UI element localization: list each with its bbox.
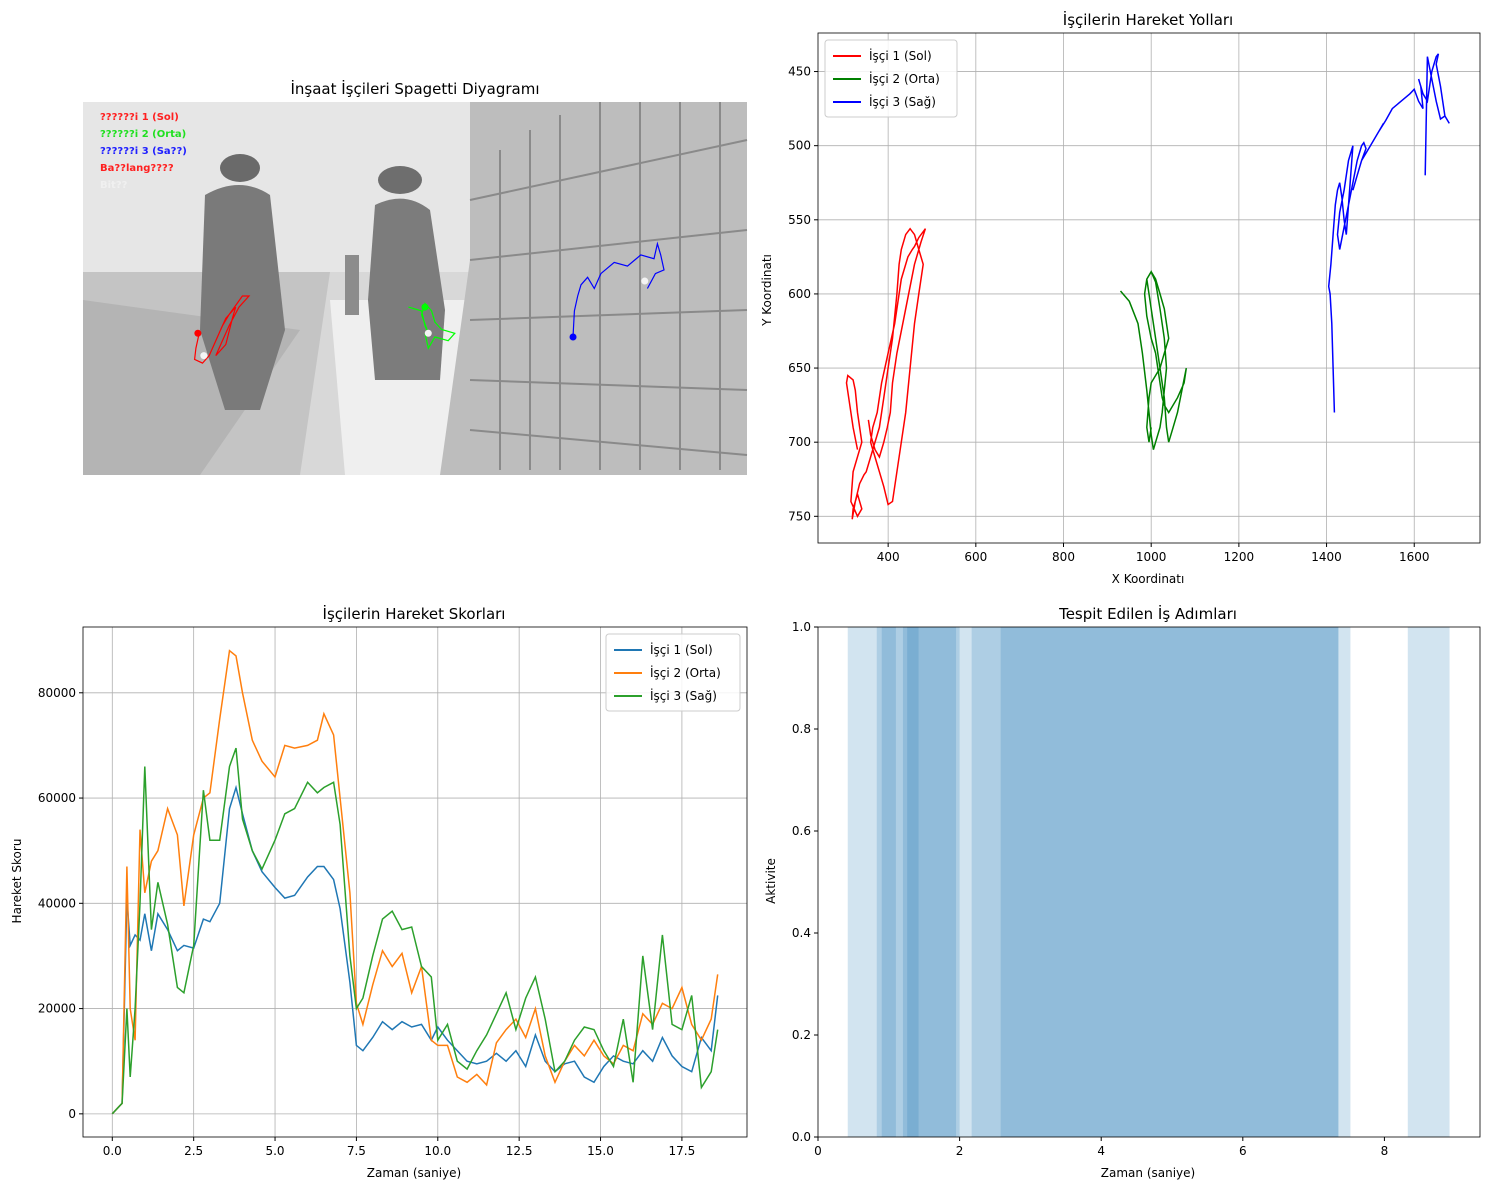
plot-background (818, 627, 1480, 1137)
image-tracks (193, 241, 665, 364)
x-tick-label: 1400 (1311, 550, 1342, 564)
x-tick-label: 5.0 (265, 1144, 284, 1158)
x-tick-label: 15.0 (587, 1144, 614, 1158)
activity-span-5 (907, 627, 957, 1137)
x-tick-label: 6 (1239, 1144, 1247, 1158)
x-tick-label: 0 (814, 1144, 822, 1158)
activity-span-1 (847, 627, 1351, 1137)
y-tick-label: 700 (788, 435, 811, 449)
x-tick-label: 600 (964, 550, 987, 564)
x-tick-label: 8 (1381, 1144, 1389, 1158)
x-tick-label: 1000 (1136, 550, 1167, 564)
overlay-label-end: Bit?? (100, 180, 128, 191)
path-series-1 (845, 227, 927, 520)
plot-frame (817, 626, 1481, 1138)
x-tick-label: 2.5 (184, 1144, 203, 1158)
overlay-label-worker3: ??????i 3 (Sa??) (100, 146, 187, 157)
x-tick-label: 2 (956, 1144, 964, 1158)
x-tick-label: 4 (1097, 1144, 1105, 1158)
construction-photo (83, 102, 748, 475)
y-tick-label: 0.6 (792, 824, 811, 838)
score-series-3 (111, 747, 719, 1115)
legend-label: İşçi 1 (Sol) (869, 48, 932, 63)
legend-label: İşçi 2 (Orta) (650, 665, 721, 680)
legend-box (824, 39, 958, 118)
track-start-marker (194, 329, 202, 337)
steps-plot-area: 0 2 4 6 8 0.0 0.2 0.4 0.6 0.8 1.0 (792, 620, 1481, 1158)
scores-title: İşçilerin Hareket Skorları (323, 604, 506, 623)
x-tick-label: 1200 (1224, 550, 1255, 564)
y-tick-label: 0 (68, 1107, 76, 1121)
track-start-marker (421, 303, 429, 311)
paths-plot-area: 400 600 800 1000 1200 1400 1600 450 500 550 600 650… (788, 32, 1481, 564)
steps-ylabel: Aktivite (764, 858, 778, 904)
overlay-label-start: Ba??lang???? (100, 163, 174, 174)
track-end-marker (200, 352, 208, 360)
x-tick-label: 0.0 (103, 1144, 122, 1158)
paths-panel: İşçilerin Hareket Yolları X Koordinatı Y… (760, 10, 1481, 586)
paths-ylabel: Y Koordinatı (760, 254, 774, 327)
activity-span-2 (876, 627, 960, 1137)
x-tick-label: 7.5 (347, 1144, 366, 1158)
x-tick-label: 12.5 (506, 1144, 533, 1158)
x-tick-label: 17.5 (669, 1144, 696, 1158)
scores-panel: İşçilerin Hareket Skorları Zaman (saniye… (10, 604, 748, 1180)
score-series-1 (111, 784, 719, 1115)
y-tick-label: 550 (788, 213, 811, 227)
scores-xlabel: Zaman (saniye) (367, 1166, 461, 1180)
scores-ylabel: Hareket Skoru (10, 839, 24, 924)
activity-span-4 (902, 627, 919, 1137)
legend-label: İşçi 1 (Sol) (650, 642, 713, 657)
paths-title: İşçilerin Hareket Yolları (1063, 10, 1233, 29)
x-tick-label: 10.0 (424, 1144, 451, 1158)
y-tick-label: 20000 (38, 1002, 76, 1016)
plot-frame (817, 32, 1481, 544)
legend-label: İşçi 2 (Orta) (869, 71, 940, 86)
plot-background (818, 33, 1480, 543)
path-series-3 (1327, 53, 1450, 413)
legend-label: İşçi 3 (Sağ) (650, 688, 717, 703)
activity-span-7 (1000, 627, 1339, 1137)
activity-span-3 (881, 627, 896, 1137)
track-end-marker (641, 277, 649, 285)
overlay-label-worker1: ??????i 1 (Sol) (100, 112, 179, 123)
activity-span-6 (971, 627, 1339, 1137)
y-tick-label: 0.0 (792, 1130, 811, 1144)
y-tick-label: 600 (788, 287, 811, 301)
track-3 (572, 241, 665, 338)
x-tick-label: 1600 (1399, 550, 1430, 564)
y-tick-label: 750 (788, 509, 811, 523)
track-2 (408, 302, 456, 350)
steps-xlabel: Zaman (saniye) (1101, 1166, 1195, 1180)
spaghetti-image-panel: İnşaat İşçileri Spagetti Diyagramı (83, 79, 748, 475)
y-tick-label: 0.2 (792, 1028, 811, 1042)
y-tick-label: 0.8 (792, 722, 811, 736)
paths-xlabel: X Koordinatı (1112, 572, 1185, 586)
y-tick-label: 60000 (38, 791, 76, 805)
y-tick-label: 1.0 (792, 620, 811, 634)
y-tick-label: 80000 (38, 686, 76, 700)
image-title: İnşaat İşçileri Spagetti Diyagramı (290, 79, 539, 98)
plot-frame (82, 626, 748, 1138)
y-tick-label: 0.4 (792, 926, 811, 940)
legend-box (605, 633, 741, 712)
track-end-marker (424, 329, 432, 337)
y-tick-label: 650 (788, 361, 811, 375)
legend-label: İşçi 3 (Sağ) (869, 94, 936, 109)
scores-plot-area: 0.0 2.5 5.0 7.5 10.0 12.5 15.0 17.5 0 20000 40000 6… (38, 626, 748, 1158)
x-tick-label: 800 (1052, 550, 1075, 564)
activity-span-8 (1407, 627, 1450, 1137)
track-start-marker (569, 333, 577, 341)
y-tick-label: 40000 (38, 896, 76, 910)
path-series-2 (1119, 270, 1188, 450)
overlay-label-worker2: ??????i 2 (Orta) (100, 129, 186, 140)
overlay-legend: ??????i 1 (Sol) ??????i 2 (Orta) ??????i… (100, 112, 187, 191)
steps-panel: Tespit Edilen İş Adımları Zaman (saniye)… (764, 604, 1481, 1180)
y-tick-label: 450 (788, 65, 811, 79)
y-tick-label: 500 (788, 139, 811, 153)
track-1 (193, 295, 251, 364)
x-tick-label: 400 (877, 550, 900, 564)
steps-title: Tespit Edilen İş Adımları (1058, 604, 1237, 623)
